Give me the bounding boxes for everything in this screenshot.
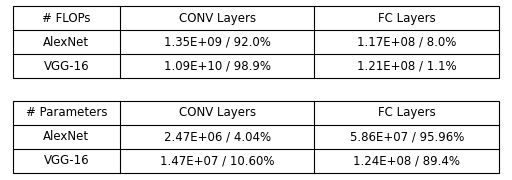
- Text: FC Layers: FC Layers: [378, 12, 436, 25]
- Text: VGG-16: VGG-16: [44, 154, 89, 167]
- Text: 1.21E+08 / 1.1%: 1.21E+08 / 1.1%: [357, 60, 457, 73]
- Bar: [13, 6, 499, 78]
- Text: AlexNet: AlexNet: [43, 36, 90, 49]
- Text: CONV Layers: CONV Layers: [179, 106, 255, 119]
- Text: 1.24E+08 / 89.4%: 1.24E+08 / 89.4%: [353, 154, 460, 167]
- Text: CONV Layers: CONV Layers: [179, 12, 255, 25]
- Bar: [13, 101, 499, 173]
- Text: 1.47E+07 / 10.60%: 1.47E+07 / 10.60%: [160, 154, 274, 167]
- Text: 1.09E+10 / 98.9%: 1.09E+10 / 98.9%: [164, 60, 270, 73]
- Text: 1.35E+09 / 92.0%: 1.35E+09 / 92.0%: [164, 36, 270, 49]
- Text: 5.86E+07 / 95.96%: 5.86E+07 / 95.96%: [350, 130, 464, 143]
- Text: # Parameters: # Parameters: [26, 106, 107, 119]
- Text: VGG-16: VGG-16: [44, 60, 89, 73]
- Text: 1.17E+08 / 8.0%: 1.17E+08 / 8.0%: [357, 36, 457, 49]
- Text: # FLOPs: # FLOPs: [42, 12, 91, 25]
- Text: 2.47E+06 / 4.04%: 2.47E+06 / 4.04%: [163, 130, 271, 143]
- Text: FC Layers: FC Layers: [378, 106, 436, 119]
- Text: AlexNet: AlexNet: [43, 130, 90, 143]
